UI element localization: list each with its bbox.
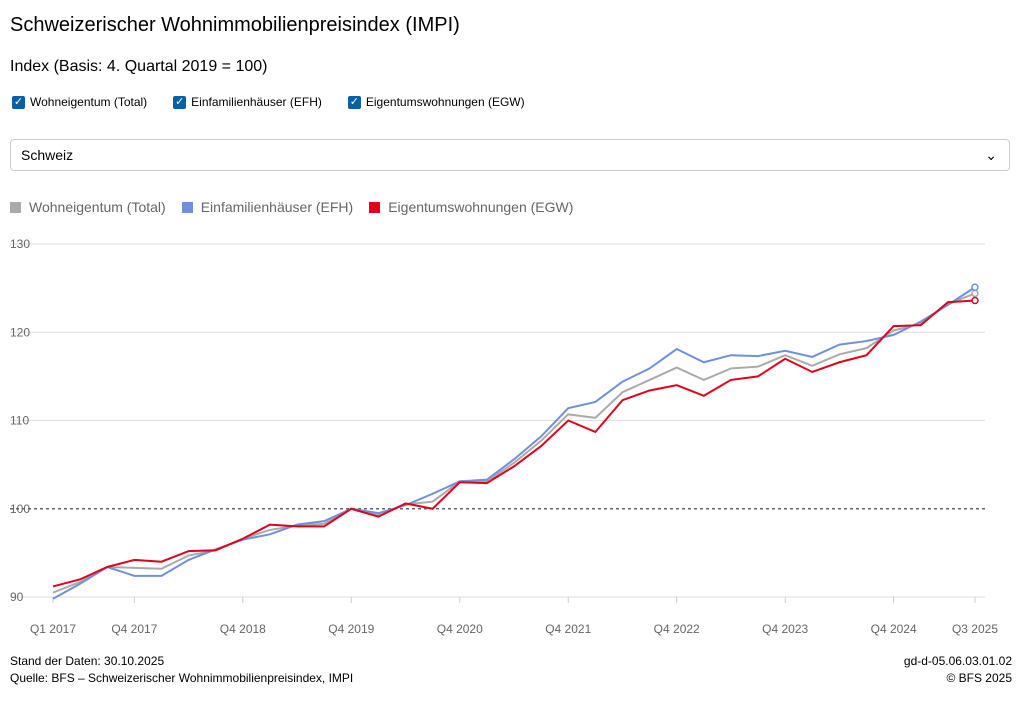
legend-item-efh[interactable]: Einfamilienhäuser (EFH) (181, 199, 354, 215)
checkbox-checked-icon[interactable]: ✓ (173, 95, 187, 109)
y-tick-label: 100 (10, 502, 30, 516)
chart-code: gd-d-05.06.03.01.02 (903, 654, 1012, 668)
checkbox-egw[interactable]: ✓ Eigentumswohnungen (EGW) (347, 95, 525, 109)
data-date: Stand der Daten: 30.10.2025 (10, 654, 165, 668)
legend-swatch (369, 201, 381, 213)
last-point-marker (971, 283, 979, 291)
source: Quelle: BFS – Schweizerischer Wohnimmobi… (10, 671, 354, 685)
x-tick-label: Q4 2020 (437, 622, 483, 636)
page-title: Schweizerischer Wohnimmobilienpreisindex… (10, 14, 460, 36)
series-line-1 (52, 286, 976, 600)
x-tick-label: Q4 2017 (111, 622, 157, 636)
legend-swatch (181, 201, 193, 213)
last-point-marker (971, 289, 979, 298)
last-point-marker (971, 296, 979, 305)
x-tick-label: Q1 2017 (30, 622, 76, 636)
chart-subtitle: Index (Basis: 4. Quartal 2019 = 100) (10, 58, 268, 75)
checkbox-label: Wohneigentum (Total) (30, 95, 148, 109)
checkbox-checked-icon[interactable]: ✓ (347, 95, 361, 109)
y-tick-label: 90 (10, 590, 24, 604)
checkbox-label: Einfamilienhäuser (EFH) (191, 95, 322, 109)
legend-item-egw[interactable]: Eigentumswohnungen (EGW) (369, 199, 573, 215)
y-tick-label: 120 (10, 325, 30, 339)
legend-swatch (10, 201, 21, 213)
y-tick-label: 110 (10, 414, 29, 428)
y-tick-label: 130 (10, 237, 30, 251)
checkbox-label: Eigentumswohnungen (EGW) (365, 95, 525, 109)
checkbox-efh[interactable]: ✓ Einfamilienhäuser (EFH) (173, 95, 322, 109)
checkbox-total[interactable]: ✓ Wohneigentum (Total) (12, 95, 147, 109)
x-tick-label: Q4 2023 (762, 622, 808, 636)
x-tick-label: Q4 2021 (545, 622, 591, 636)
region-select-value: Schweiz (21, 147, 74, 163)
x-tick-label: Q4 2022 (654, 622, 700, 636)
legend-label: Einfamilienhäuser (EFH) (200, 199, 354, 215)
x-tick-label: Q4 2024 (871, 622, 917, 636)
region-select[interactable]: Schweiz ⌄ (10, 139, 1010, 171)
x-tick-label: Q3 2025 (952, 622, 998, 636)
checkbox-checked-icon[interactable]: ✓ (12, 95, 25, 109)
chevron-down-icon[interactable]: ⌄ (985, 147, 997, 163)
series-line-2 (52, 299, 976, 588)
copyright: © BFS 2025 (946, 671, 1012, 685)
legend-item-total[interactable]: Wohneigentum (Total) (10, 199, 166, 215)
legend-label: Wohneigentum (Total) (29, 199, 166, 215)
series-line-0 (52, 292, 976, 594)
x-tick-label: Q4 2018 (220, 622, 266, 636)
legend-label: Eigentumswohnungen (EGW) (388, 199, 574, 215)
x-tick-label: Q4 2019 (328, 622, 374, 636)
